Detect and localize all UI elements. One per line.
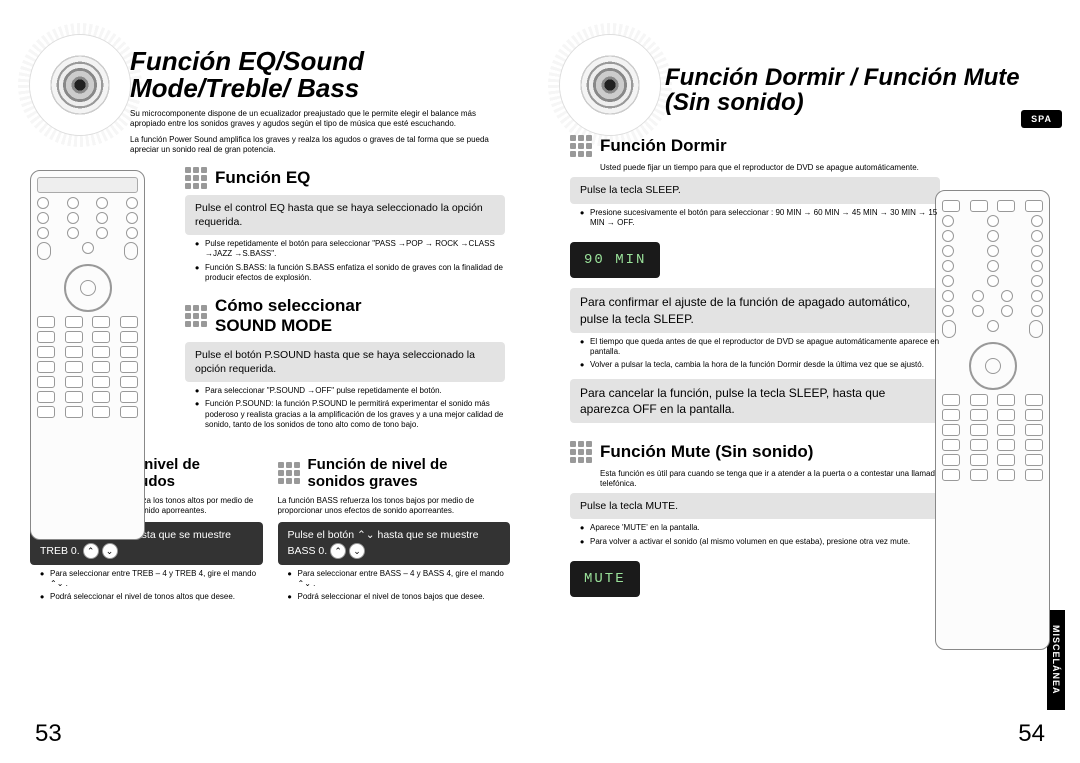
- down-icon: ⌄: [102, 543, 118, 559]
- sound-title1: Cómo seleccionar: [215, 296, 361, 316]
- eq-bullet-1: Pulse repetidamente el botón para selecc…: [195, 239, 505, 260]
- dots-icon: [185, 305, 207, 327]
- down-icon: ⌄: [349, 543, 365, 559]
- mute-bar: Pulse la tecla MUTE.: [570, 493, 940, 519]
- eq-title: Función EQ: [215, 168, 310, 188]
- spa-tab: SPA: [1021, 110, 1062, 128]
- sleep-bar1: Pulse la tecla SLEEP.: [570, 177, 940, 203]
- mute-b1: Aparece 'MUTE' en la pantalla.: [580, 523, 940, 533]
- sleep-b1: Presione sucesivamente el botón para sel…: [580, 208, 940, 229]
- sleep-confirm: Para confirmar el ajuste de la función d…: [570, 288, 940, 332]
- speaker-icon: [30, 35, 130, 135]
- sleep-cancel: Para cancelar la función, pulse la tecla…: [570, 379, 940, 423]
- remote-illustration-right: [935, 190, 1050, 650]
- dots-icon: [278, 462, 300, 484]
- section-sleep: Función Dormir: [570, 135, 975, 157]
- sleep-c1: El tiempo que queda antes de que el repr…: [580, 337, 940, 358]
- speaker-icon: [560, 35, 660, 135]
- sound-bullet-2: Función P.SOUND: la función P.SOUND le p…: [195, 399, 505, 430]
- bass-sub: La función BASS refuerza los tonos bajos…: [278, 496, 511, 516]
- lcd-mute: MUTE: [570, 561, 640, 597]
- section-eq: Función EQ: [185, 167, 505, 189]
- sound-instruction: Pulse el botón P.SOUND hasta que se haya…: [185, 342, 505, 382]
- lcd-90min: 90 MIN: [570, 242, 660, 278]
- page-54: Función Dormir / Función Mute (Sin sonid…: [540, 0, 1080, 763]
- bass-column: Función de nivel de sonidos graves La fu…: [278, 444, 511, 610]
- bass-b2: Podrá seleccionar el nivel de tonos bajo…: [288, 592, 511, 602]
- sound-title2: SOUND MODE: [215, 316, 361, 336]
- bass-bar: Pulse el botón ⌃⌄ hasta que se muestre B…: [278, 522, 511, 564]
- sleep-sub: Usted puede fijar un tiempo para que el …: [600, 163, 940, 173]
- up-icon: ⌃: [83, 543, 99, 559]
- mute-sub: Esta función es útil para cuando se teng…: [600, 469, 940, 489]
- mute-b2: Para volver a activar el sonido (al mism…: [580, 537, 940, 547]
- section-sound-mode: Cómo seleccionar SOUND MODE: [185, 296, 505, 336]
- bass-bar-text: Pulse el botón ⌃⌄ hasta que se muestre B…: [288, 529, 479, 556]
- dots-icon: [570, 135, 592, 157]
- intro-1: Su microcomponente dispone de un ecualiz…: [130, 109, 500, 129]
- bass-title1: Función de nivel de: [308, 456, 448, 473]
- remote-illustration-left: [30, 170, 145, 540]
- dots-icon: [185, 167, 207, 189]
- bass-title2: sonidos graves: [308, 473, 448, 490]
- page-53: Función EQ/Sound Mode/Treble/ Bass Su mi…: [0, 0, 540, 763]
- intro-2: La función Power Sound amplifica los gra…: [130, 135, 500, 155]
- up-icon: ⌃: [330, 543, 346, 559]
- bass-b1: Para seleccionar entre BASS – 4 y BASS 4…: [288, 569, 511, 590]
- page-number-53: 53: [35, 720, 62, 748]
- page-title-left: Función EQ/Sound Mode/Treble/ Bass: [130, 48, 510, 103]
- sleep-c2: Volver a pulsar la tecla, cambia la hora…: [580, 360, 940, 370]
- mute-title: Función Mute (Sin sonido): [600, 442, 813, 462]
- sleep-title: Función Dormir: [600, 136, 727, 156]
- page-number-54: 54: [1018, 720, 1045, 748]
- dots-icon: [570, 441, 592, 463]
- section-mute: Función Mute (Sin sonido): [570, 441, 975, 463]
- eq-instruction: Pulse el control EQ hasta que se haya se…: [185, 195, 505, 235]
- eq-bullet-2: Función S.BASS: la función S.BASS enfati…: [195, 263, 505, 284]
- treble-b1: Para seleccionar entre TREB – 4 y TREB 4…: [40, 569, 263, 590]
- sound-bullet-1: Para seleccionar "P.SOUND →OFF" pulse re…: [195, 386, 505, 396]
- page-title-right: Función Dormir / Función Mute (Sin sonid…: [665, 65, 1032, 115]
- treble-b2: Podrá seleccionar el nivel de tonos alto…: [40, 592, 263, 602]
